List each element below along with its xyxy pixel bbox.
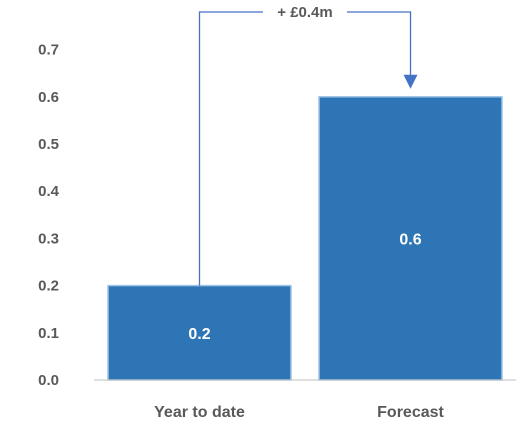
bar bbox=[107, 284, 292, 381]
x-category-label: Year to date bbox=[154, 404, 245, 421]
y-tick-label: 0.2 bbox=[38, 278, 59, 295]
bar-data-label: 0.2 bbox=[188, 326, 210, 343]
y-tick-label: 0.4 bbox=[38, 183, 60, 200]
y-tick-label: 0.1 bbox=[38, 325, 59, 342]
annotation-background bbox=[263, 4, 347, 20]
y-tick-label: 0.0 bbox=[38, 372, 59, 389]
y-tick-label: 0.6 bbox=[38, 89, 59, 106]
y-tick-label: 0.7 bbox=[38, 42, 59, 59]
x-category-label: Forecast bbox=[377, 404, 444, 421]
y-axis-ticks: 0.0 0.1 0.2 0.3 0.4 0.5 0.6 0.7 bbox=[38, 42, 60, 389]
x-axis-categories: Year to date Forecast bbox=[154, 404, 444, 421]
difference-connector: + £0.4m bbox=[198, 4, 418, 286]
y-tick-label: 0.3 bbox=[38, 230, 59, 247]
difference-annotation: + £0.4m bbox=[277, 4, 332, 21]
arrow-down-icon bbox=[403, 74, 418, 89]
bar-data-label: 0.6 bbox=[399, 231, 421, 248]
bar bbox=[318, 96, 503, 381]
y-tick-label: 0.5 bbox=[38, 136, 59, 153]
bars: 0.2 0.6 bbox=[107, 96, 503, 381]
